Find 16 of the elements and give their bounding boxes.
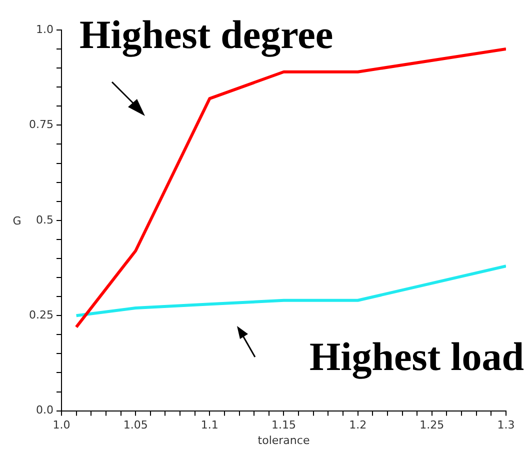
y-axis-title: G (12, 214, 22, 228)
annotation: Highest degree (79, 12, 334, 57)
y-tick-label: 0.75 (28, 118, 54, 132)
x-tick-label: 1.1 (200, 418, 218, 432)
x-axis-title: tolerance (258, 434, 310, 447)
x-tick-label: 1.2 (349, 418, 367, 432)
y-tick-label: 0.25 (28, 308, 54, 322)
y-tick-label: 1.0 (36, 22, 54, 36)
x-tick-label: 1.0 (52, 418, 70, 432)
annotation: Highest load (310, 334, 524, 379)
y-tick-label: 0.5 (36, 213, 54, 226)
y-tick-label: 0.0 (36, 404, 54, 417)
x-tick-label: 1.25 (420, 418, 444, 432)
x-tick-label: 1.05 (123, 418, 148, 432)
x-tick-label: 1.15 (271, 418, 296, 432)
x-tick-label: 1.3 (497, 418, 515, 432)
